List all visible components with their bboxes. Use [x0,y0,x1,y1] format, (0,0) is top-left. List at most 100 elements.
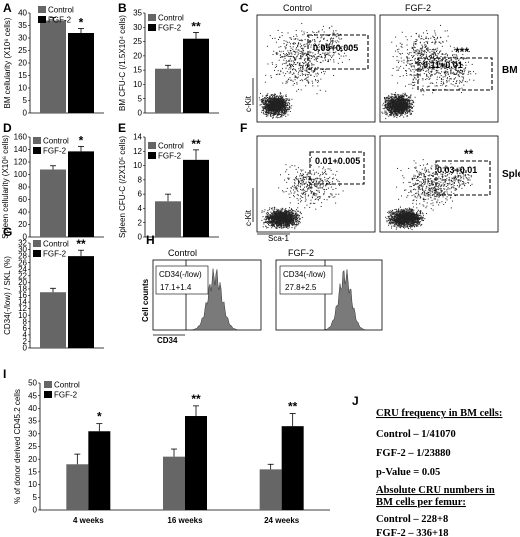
legend-label-fgf2: FGF-2 [43,250,67,259]
y-tick-label: 30 [18,245,27,254]
x-tick-label-1: 16 weeks [167,516,203,525]
legend-swatch-control [148,142,156,149]
legend-swatch-control [44,381,52,388]
hist-title-fgf2: FGF-2 [288,248,314,258]
y-tick-label: 20 [18,278,27,287]
row-label-bm: BM [502,65,518,76]
y-axis-label-a: BM cellularity (X10⁶ cells) [3,17,12,108]
y-tick-label: 0 [23,344,28,353]
flow-y-axis-spleen: c-Kit [244,209,253,226]
significance-mark: * [79,16,84,30]
legend-label-fgf2: FGF-2 [54,391,78,400]
y-tick-label: 25 [133,37,142,46]
legend-label-control: Control [43,137,69,146]
scatter-spleen-control: 0.01+0.005 [256,135,376,233]
y-tick-label: 6 [23,324,28,333]
hist-value-fgf2: 27.8+2.5 [285,283,317,292]
panel-letter-j: J [352,394,359,408]
row-label-spleen: Spleen [502,169,520,180]
panel-letter-i: I [3,367,6,381]
gate-bm-fgf2: 0.11+0.01 [423,60,463,70]
bar-fgf2 [68,151,94,237]
y-tick-label: 25 [28,442,37,451]
significance-mark: ** [191,19,201,33]
flow-y-axis-bm: c-Kit [244,95,253,112]
bar-control [40,20,66,113]
y-tick-label: 100 [14,170,28,179]
legend-label-fgf2: FGF-2 [48,16,72,25]
significance-mark-0: * [97,410,102,424]
y-tick-label: 30 [18,34,27,43]
y-axis-label-d: Spleen cellularity (X10⁶ cells) [1,135,10,239]
legend-label-control: Control [43,240,69,249]
panel-letter-e: E [118,121,126,135]
y-tick-label: 30 [133,23,142,32]
y-axis-label-b: BM CFU-C (/1.5X10⁴ cells) [118,15,127,111]
chart-d: 0 20 40 60 80 100 120 140 160 Spleen cellularity … [1,133,104,242]
y-tick-label: 24 [18,265,27,274]
y-tick-label: 2 [23,337,28,346]
legend-label-control: Control [158,142,184,151]
cru-table: CRU frequency in BM cells: Control – 1/4… [376,408,502,537]
bar-fgf2 [183,159,209,237]
histogram-control-curve [153,268,261,331]
cru-heading-2b: BM cells per femur: [376,497,466,508]
y-tick-label: 0 [23,109,28,118]
panel-letter-d: D [3,121,12,135]
hist-gate-control: CD34(-/low) [159,270,202,279]
legend-swatch-fgf2 [44,391,52,398]
bar-control-0 [66,464,89,510]
bar-fgf2-0 [88,431,111,510]
legend-swatch-fgf2 [33,147,41,154]
bar-control-1 [163,456,185,510]
y-tick-label: 0 [23,233,28,242]
bar-control [40,169,66,237]
x-tick-label-2: 24 weeks [264,516,300,525]
y-tick-label: 35 [28,417,37,426]
scatter-bm-fgf2: *** 0.11+0.01 [379,14,499,123]
bar-control-2 [259,469,282,510]
cru-heading-1: CRU frequency in BM cells: [376,408,502,419]
y-tick-label: 60 [18,195,27,204]
hist-title-control: Control [168,248,197,258]
cru-line-fgf2-freq: FGF-2 – 1/23880 [376,448,451,459]
legend-label-fgf2: FGF-2 [158,152,182,161]
x-tick-label-0: 4 weeks [73,516,104,525]
bar-fgf2-2 [281,426,304,510]
y-tick-label: 20 [18,59,27,68]
y-tick-label: 2 [138,218,143,227]
gate-bm-control: 0.05+0.005 [313,43,358,53]
y-tick-label: 6 [138,190,143,199]
scatter-spleen-fgf2: ** 0.03+0.01 [379,135,499,233]
y-axis-label-e: Spleen CFU-C (/2X10⁵ cells) [118,136,127,238]
legend-swatch-control [148,14,156,21]
histogram-control: CD34(-/low) 17.1+1.4 [152,259,262,331]
flow-col-fgf2: FGF-2 [405,3,431,13]
y-tick-label: 14 [133,133,142,142]
hist-xlabel: CD34 [157,336,178,345]
panel-letter-a: A [3,1,12,15]
y-tick-label: 160 [14,133,28,142]
chart-i: 0 5 10 15 20 25 30 35 40 45 50 % of donor derived C… [13,379,330,525]
histogram-fgf2-curve [276,269,382,331]
y-tick-label: 50 [28,379,37,388]
y-tick-label: 140 [14,145,28,154]
y-tick-label: 0 [138,233,143,242]
y-tick-label: 10 [18,84,27,93]
y-tick-label: 10 [133,161,142,170]
flow-col-control: Control [283,3,312,13]
y-tick-label: 32 [18,239,27,248]
y-tick-label: 25 [18,46,27,55]
y-tick-label: 15 [133,66,142,75]
y-tick-label: 30 [28,429,37,438]
y-tick-label: 10 [18,311,27,320]
legend-swatch-fgf2 [148,24,156,31]
legend-swatch-fgf2 [33,250,41,257]
panel-letter-g: G [3,225,12,239]
panel-letter-b: B [118,1,127,15]
bar-control [155,68,181,113]
y-tick-label: 12 [18,304,27,313]
legend-label-control: Control [54,381,80,390]
y-tick-label: 20 [18,220,27,229]
